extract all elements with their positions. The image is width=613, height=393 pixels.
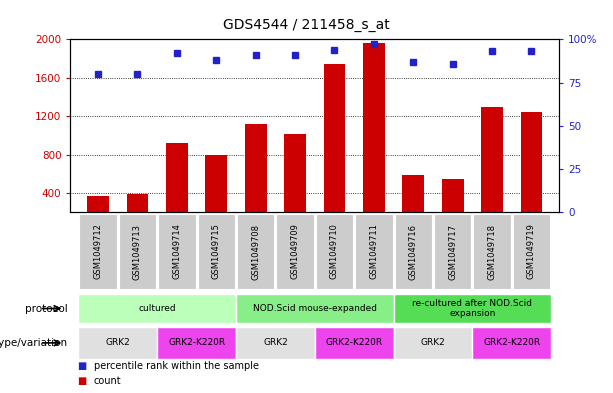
Text: protocol: protocol — [25, 303, 67, 314]
Text: GSM1049714: GSM1049714 — [172, 224, 181, 279]
Text: GSM1049716: GSM1049716 — [409, 224, 418, 279]
Text: GRK2: GRK2 — [105, 338, 130, 347]
FancyBboxPatch shape — [434, 214, 471, 289]
Bar — [520, 112, 543, 231]
FancyBboxPatch shape — [395, 214, 432, 289]
Text: GSM1049708: GSM1049708 — [251, 224, 260, 279]
Text: GRK2: GRK2 — [421, 338, 446, 347]
FancyBboxPatch shape — [473, 327, 551, 358]
FancyBboxPatch shape — [512, 214, 550, 289]
Bar — [442, 178, 463, 231]
Text: re-cultured after NOD.Scid
expansion: re-cultured after NOD.Scid expansion — [413, 299, 532, 318]
Bar — [363, 43, 385, 231]
FancyBboxPatch shape — [236, 294, 394, 323]
Text: GSM1049719: GSM1049719 — [527, 224, 536, 279]
Text: GRK2: GRK2 — [263, 338, 287, 347]
Text: GRK2-K220R: GRK2-K220R — [326, 338, 383, 347]
Text: GSM1049709: GSM1049709 — [291, 224, 300, 279]
Bar — [481, 107, 503, 231]
FancyBboxPatch shape — [79, 214, 117, 289]
FancyBboxPatch shape — [78, 327, 157, 358]
Bar — [324, 64, 345, 231]
Text: NOD.Scid mouse-expanded: NOD.Scid mouse-expanded — [253, 304, 377, 313]
FancyBboxPatch shape — [78, 294, 236, 323]
Text: GRK2-K220R: GRK2-K220R — [483, 338, 540, 347]
Text: GSM1049712: GSM1049712 — [94, 224, 102, 279]
Bar — [166, 143, 188, 231]
FancyBboxPatch shape — [237, 214, 275, 289]
Bar — [284, 134, 306, 231]
Text: GRK2-K220R: GRK2-K220R — [168, 338, 225, 347]
FancyBboxPatch shape — [394, 294, 551, 323]
FancyBboxPatch shape — [355, 214, 392, 289]
Text: cultured: cultured — [139, 304, 176, 313]
Bar — [127, 194, 148, 231]
Bar — [87, 196, 109, 231]
Text: GSM1049710: GSM1049710 — [330, 224, 339, 279]
Text: ■: ■ — [77, 376, 86, 386]
FancyBboxPatch shape — [158, 214, 196, 289]
Text: GSM1049717: GSM1049717 — [448, 224, 457, 279]
Text: count: count — [94, 376, 121, 386]
FancyBboxPatch shape — [197, 214, 235, 289]
FancyBboxPatch shape — [315, 327, 394, 358]
Bar — [205, 154, 227, 231]
Bar — [403, 175, 424, 231]
FancyBboxPatch shape — [394, 327, 473, 358]
Text: GSM1049711: GSM1049711 — [370, 224, 378, 279]
Text: ■: ■ — [77, 362, 86, 371]
FancyBboxPatch shape — [119, 214, 156, 289]
Text: percentile rank within the sample: percentile rank within the sample — [94, 362, 259, 371]
Text: GSM1049715: GSM1049715 — [211, 224, 221, 279]
FancyBboxPatch shape — [473, 214, 511, 289]
Text: GSM1049713: GSM1049713 — [133, 224, 142, 279]
Text: genotype/variation: genotype/variation — [0, 338, 67, 348]
FancyBboxPatch shape — [316, 214, 353, 289]
Text: GDS4544 / 211458_s_at: GDS4544 / 211458_s_at — [223, 18, 390, 32]
FancyBboxPatch shape — [276, 214, 314, 289]
Bar — [245, 124, 267, 231]
FancyBboxPatch shape — [236, 327, 315, 358]
FancyBboxPatch shape — [157, 327, 236, 358]
Text: GSM1049718: GSM1049718 — [487, 224, 497, 279]
